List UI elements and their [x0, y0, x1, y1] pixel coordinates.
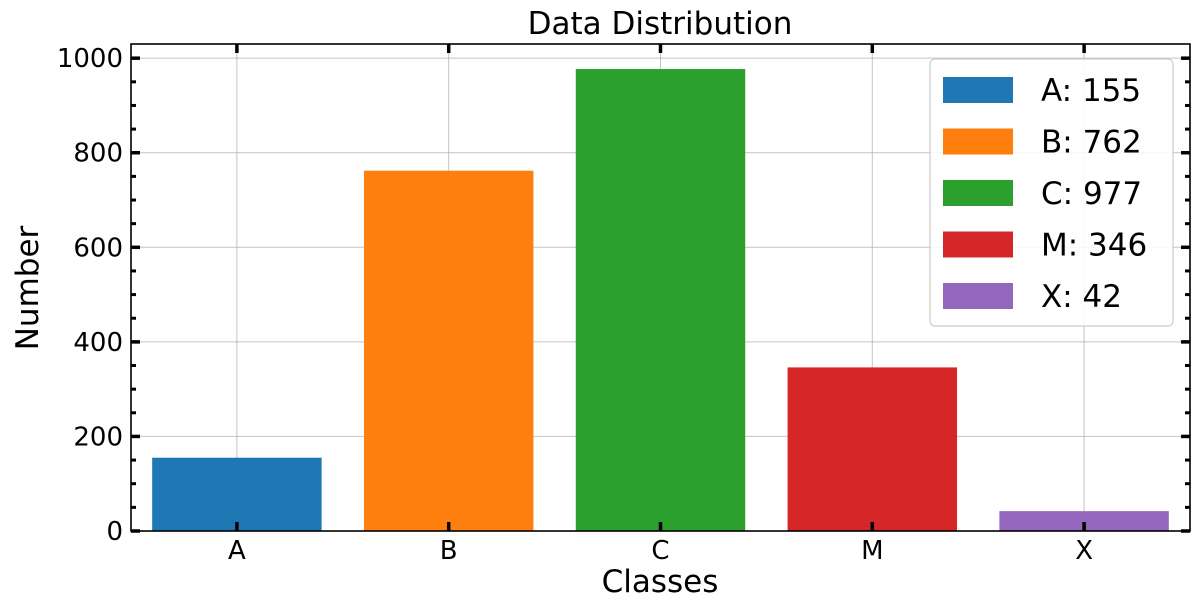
y-tick-label: 200	[73, 422, 123, 452]
plot-frame	[130, 43, 1191, 532]
legend-label-B: B: 762	[1041, 125, 1142, 161]
y-tick-label: 600	[73, 233, 123, 263]
y-tick-label: 800	[73, 139, 123, 169]
legend-label-A: A: 155	[1041, 73, 1141, 109]
bar-B	[363, 170, 534, 531]
legend-swatch-M	[943, 231, 1013, 258]
legend: A: 155 B: 762 C: 977 M: 346 X: 42	[929, 58, 1174, 327]
bar-C	[575, 69, 746, 531]
legend-label-M: M: 346	[1041, 228, 1147, 264]
legend-label-C: C: 977	[1041, 176, 1142, 212]
legend-swatch-X	[943, 283, 1013, 309]
x-tick-label: M	[861, 536, 883, 566]
axis-ticks: 0 200 400 600 800 1000 A B C M X	[57, 44, 1190, 566]
legend-swatch-A	[943, 77, 1013, 103]
x-tick-label: X	[1075, 536, 1093, 566]
y-tick-label: 1000	[57, 44, 123, 74]
legend-swatch-B	[943, 128, 1013, 155]
legend-swatch-C	[943, 180, 1013, 206]
bar-A	[152, 457, 322, 531]
legend-box	[929, 58, 1174, 327]
legend-label-X: X: 42	[1041, 279, 1122, 315]
x-axis-label: Classes	[602, 564, 719, 600]
x-tick-label: C	[651, 536, 669, 566]
bars	[152, 69, 1169, 531]
y-tick-label: 0	[106, 517, 123, 547]
x-tick-label: A	[228, 536, 246, 566]
bar-M	[787, 367, 958, 531]
y-axis-label: Number	[10, 225, 46, 350]
bar-X	[999, 511, 1169, 531]
x-tick-label: B	[440, 536, 458, 566]
chart-title: Data Distribution	[528, 6, 793, 42]
y-tick-label: 400	[73, 328, 123, 358]
